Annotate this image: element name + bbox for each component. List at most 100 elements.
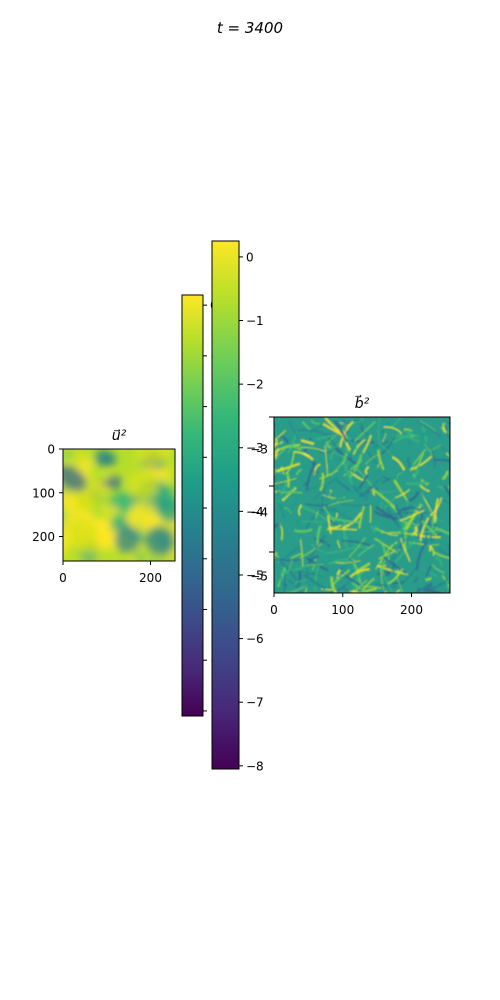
b2-field-filament: [438, 585, 444, 593]
b2-field-filament: [405, 480, 428, 486]
b2-field-filament: [392, 433, 410, 444]
u2-heatmap-field: [63, 449, 175, 561]
b2-field-filament: [354, 579, 368, 593]
colorbar-tick-label: −1: [246, 314, 264, 328]
u2-field-blob: [134, 449, 171, 464]
b2-field-filament: [304, 587, 308, 593]
b2-field-filament: [386, 531, 399, 552]
b2-field-filament: [429, 497, 443, 517]
b2-field-filament: [361, 577, 375, 593]
b2-field-filament: [296, 570, 302, 586]
b2-field-filament: [305, 461, 317, 492]
b2-field-filament: [419, 484, 430, 493]
b2-field-filament: [356, 485, 360, 498]
b2-field-filament: [384, 590, 387, 593]
b2-field-filament: [274, 524, 282, 534]
b2-field-filament: [325, 449, 349, 461]
b2-field-filament: [383, 426, 403, 435]
b2-field-filament: [387, 568, 404, 585]
b2-field-filament: [415, 542, 427, 571]
b2-field-filament: [418, 503, 444, 523]
b2-field-filament: [277, 433, 286, 447]
b2-field-filament: [341, 586, 353, 593]
b2-field-filament: [370, 525, 376, 534]
b2-field-filament: [304, 574, 327, 591]
b2-field-filament: [405, 432, 411, 446]
b2-field-filament: [340, 426, 347, 434]
b2-field-filament: [387, 505, 393, 512]
b2-field-filament: [364, 465, 370, 475]
b2-field-filament: [319, 472, 325, 492]
u2-ytick-label: 0: [47, 443, 55, 457]
b2-field-filament: [371, 477, 376, 487]
u2-field-blob: [165, 464, 173, 477]
b2-field-filament: [390, 541, 398, 548]
b2-field-filament: [320, 588, 333, 591]
b2-field-filament: [429, 444, 441, 452]
b2-field-filament: [437, 496, 450, 506]
b2-xtick-label: 100: [331, 603, 354, 617]
b2-field-filament: [286, 451, 295, 474]
b2-field-filament: [396, 517, 405, 541]
b2-field-filament: [328, 590, 331, 593]
b2-field-filament: [345, 435, 359, 438]
b2-field-filament: [319, 469, 339, 480]
b2-field-filament: [324, 481, 335, 504]
b2-field-filament: [311, 464, 317, 478]
b2-field-filament: [282, 585, 306, 593]
u2-field-blob: [63, 449, 75, 460]
b2-field-filament: [274, 423, 276, 427]
b2-field-filament: [447, 485, 450, 489]
b2-field-filament: [349, 567, 370, 578]
b2-field-filament: [293, 528, 313, 533]
b2-field-filament: [274, 477, 276, 482]
u2-panel: u⃗² 0 200 0 100 200: [32, 428, 176, 585]
b2-field-filament: [446, 580, 449, 593]
b2-field-filament: [396, 577, 404, 593]
b2-field-filament: [436, 592, 439, 593]
b2-field-filament: [395, 589, 401, 593]
b2-field-filament: [407, 542, 412, 560]
u2-title: u⃗²: [112, 428, 127, 444]
b2-field-filament: [283, 574, 286, 593]
b2-field-filament: [345, 467, 362, 476]
b2-field-filament: [435, 556, 444, 567]
b2-field-filament: [313, 477, 338, 501]
b2-field-filament: [274, 551, 278, 560]
b2-field-filament: [394, 505, 404, 521]
b2-field-filament: [356, 562, 371, 573]
b2-field-filament: [330, 418, 361, 430]
b2-field-filament: [322, 494, 337, 499]
b2-field-filament: [330, 459, 346, 477]
b2-field-filament: [374, 525, 384, 535]
b2-field-filament: [425, 577, 432, 582]
b2-field-filament: [280, 564, 306, 574]
u2-field-blob: [63, 465, 87, 492]
b2-field-filament: [327, 515, 332, 535]
b2-field-filament: [300, 446, 326, 453]
b2-field-filament: [279, 435, 290, 444]
b2-field-filament: [444, 421, 450, 424]
b2-field-filament: [352, 438, 366, 455]
b2-field-filament: [403, 428, 413, 432]
b2-field-filament: [274, 523, 280, 528]
b2-field-filament: [449, 530, 450, 533]
b2-field-filament: [412, 576, 420, 583]
colorbar-tick-label: −8: [246, 759, 264, 773]
b2-field-filament: [443, 485, 450, 497]
b2-field-filament: [337, 539, 341, 549]
b2-field-filament: [428, 571, 450, 583]
b2-field-filament: [325, 592, 327, 593]
u2-field-blob: [127, 470, 159, 501]
b2-field-filament: [324, 445, 329, 477]
b2-field-filament: [327, 558, 357, 565]
b2-field-filament: [315, 433, 334, 441]
u2-field-blob: [67, 518, 98, 549]
b2-field-filament: [327, 500, 354, 507]
b2-field-filament: [322, 505, 336, 523]
b2-field-filament: [431, 564, 445, 574]
b2-field-filament: [276, 488, 283, 512]
b2-field-filament: [371, 467, 379, 478]
u2-xtick-label: 200: [139, 571, 162, 585]
b2-ytick-label: −3: [250, 443, 268, 457]
